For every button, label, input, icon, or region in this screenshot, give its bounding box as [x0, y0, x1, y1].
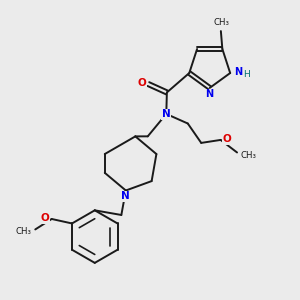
Text: N: N — [235, 68, 243, 77]
Text: O: O — [137, 78, 146, 88]
Text: N: N — [206, 89, 214, 100]
Text: CH₃: CH₃ — [213, 18, 229, 27]
Text: H: H — [243, 70, 250, 79]
Text: CH₃: CH₃ — [240, 151, 256, 160]
Text: N: N — [162, 109, 171, 119]
Text: N: N — [121, 191, 130, 202]
Text: O: O — [222, 134, 231, 144]
Text: O: O — [41, 213, 50, 224]
Text: CH₃: CH₃ — [16, 227, 32, 236]
